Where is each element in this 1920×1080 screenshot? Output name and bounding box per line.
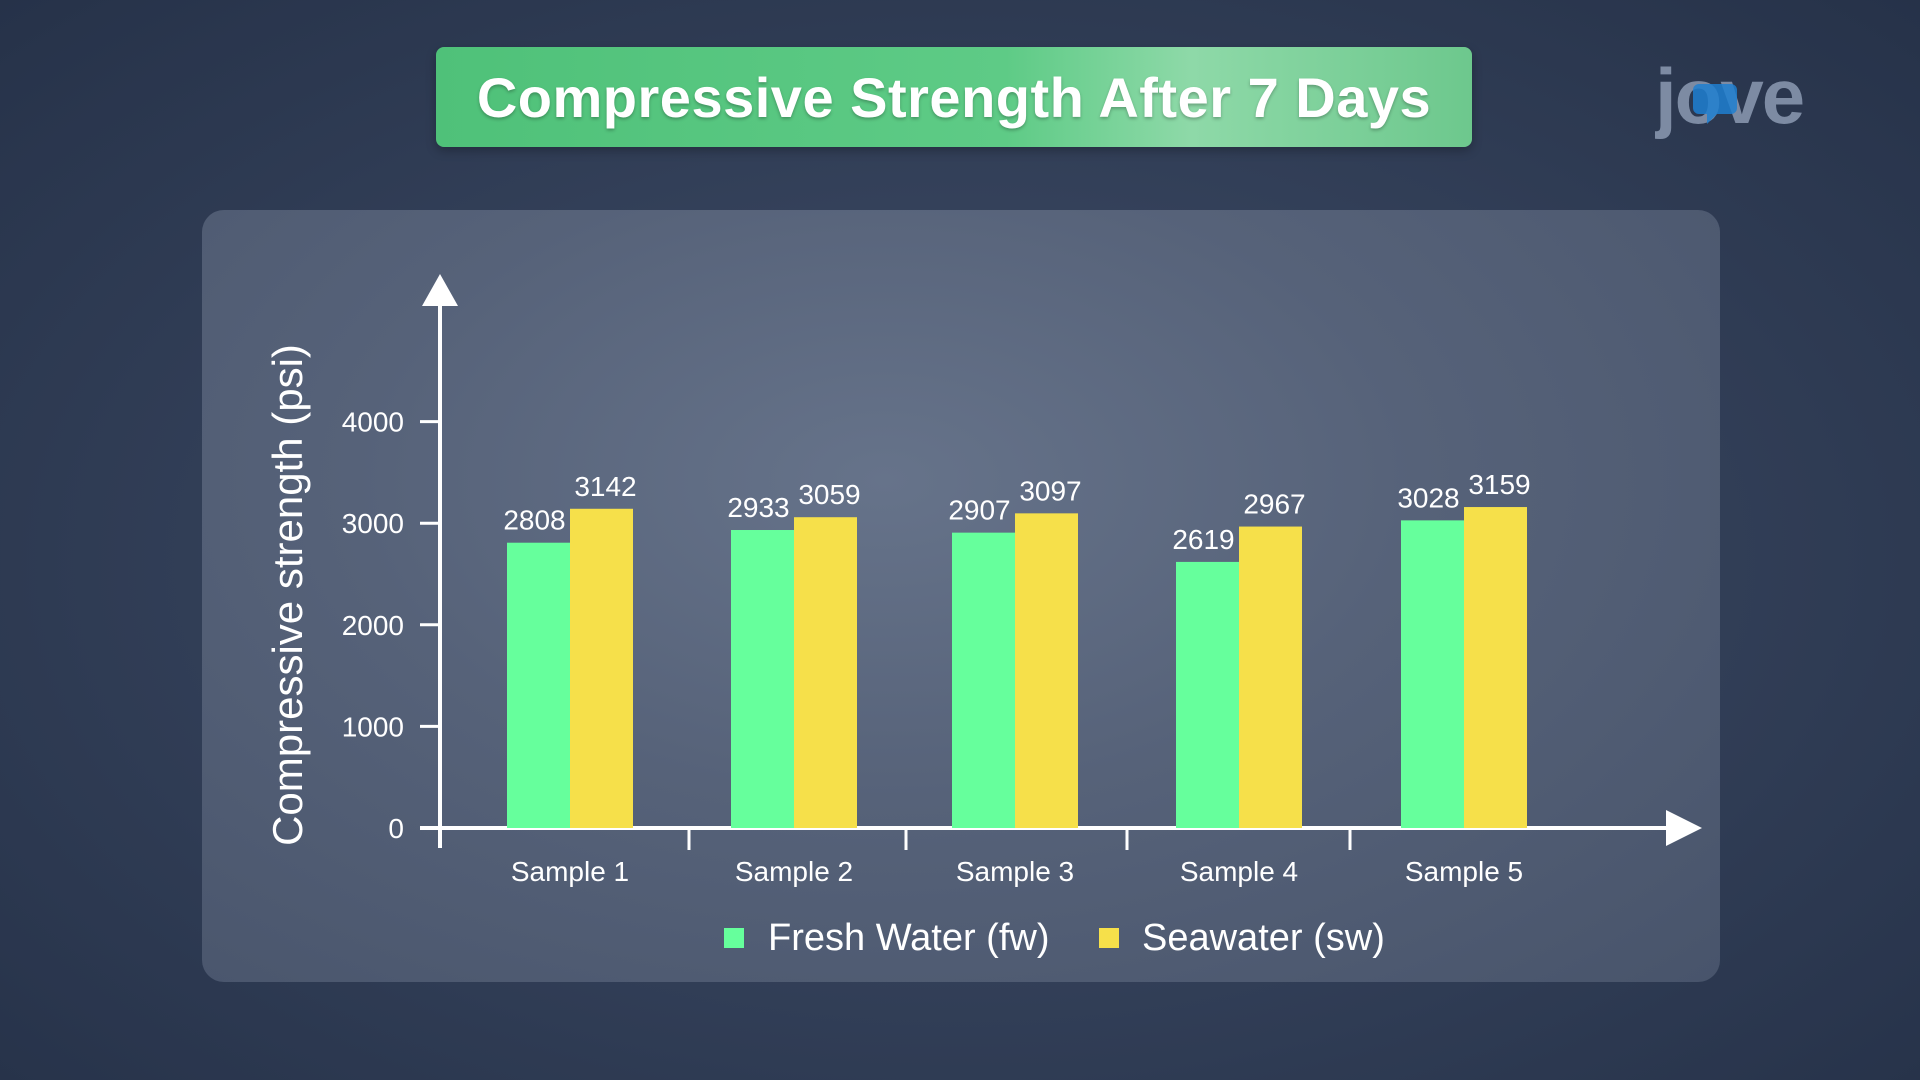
data-label: 2808 (503, 505, 565, 536)
data-label: 2619 (1172, 524, 1234, 555)
chart-panel: 0 1000 2000 3000 4000 Compressive strength (p… (202, 210, 1720, 982)
bar (507, 542, 570, 828)
bar (1015, 513, 1078, 828)
y-tick-label: 0 (388, 813, 404, 844)
y-axis-label: Compressive strength (psi) (264, 344, 311, 846)
legend-swatch (724, 928, 744, 948)
y-tick-label: 3000 (342, 508, 404, 539)
jove-logo-icon: jove (1655, 52, 1805, 140)
chart-title: Compressive Strength After 7 Days (476, 65, 1432, 129)
data-label: 2933 (727, 492, 789, 523)
x-tick-label: Sample 3 (956, 856, 1074, 887)
bar (731, 530, 794, 828)
data-label: 3059 (798, 479, 860, 510)
y-axis-arrow (422, 274, 458, 306)
legend-label: Fresh Water (fw) (768, 917, 1050, 959)
data-label: 2907 (948, 495, 1010, 526)
bar-chart: 0 1000 2000 3000 4000 Compressive strength (p… (264, 274, 1702, 959)
title-banner: Compressive Strength After 7 Days (436, 47, 1472, 147)
bar (952, 532, 1015, 828)
bar (1464, 507, 1527, 828)
data-label: 3142 (574, 471, 636, 502)
data-label: 3159 (1468, 469, 1530, 500)
bar (1401, 520, 1464, 828)
y-tick-label: 4000 (342, 407, 404, 438)
bar (1176, 561, 1239, 828)
bar (570, 508, 633, 828)
y-tick-label: 1000 (342, 711, 404, 742)
bar (1239, 526, 1302, 828)
legend-swatch (1099, 928, 1119, 948)
legend-label: Seawater (sw) (1142, 917, 1385, 959)
data-label: 3097 (1019, 475, 1081, 506)
data-label: 3028 (1397, 482, 1459, 513)
y-tick-label: 2000 (342, 610, 404, 641)
x-tick-label: Sample 1 (511, 856, 629, 887)
data-label: 2967 (1243, 489, 1305, 520)
x-tick-label: Sample 5 (1405, 856, 1523, 887)
bar (794, 517, 857, 828)
x-axis-arrow (1666, 810, 1702, 846)
x-tick-label: Sample 4 (1180, 856, 1298, 887)
x-tick-label: Sample 2 (735, 856, 853, 887)
